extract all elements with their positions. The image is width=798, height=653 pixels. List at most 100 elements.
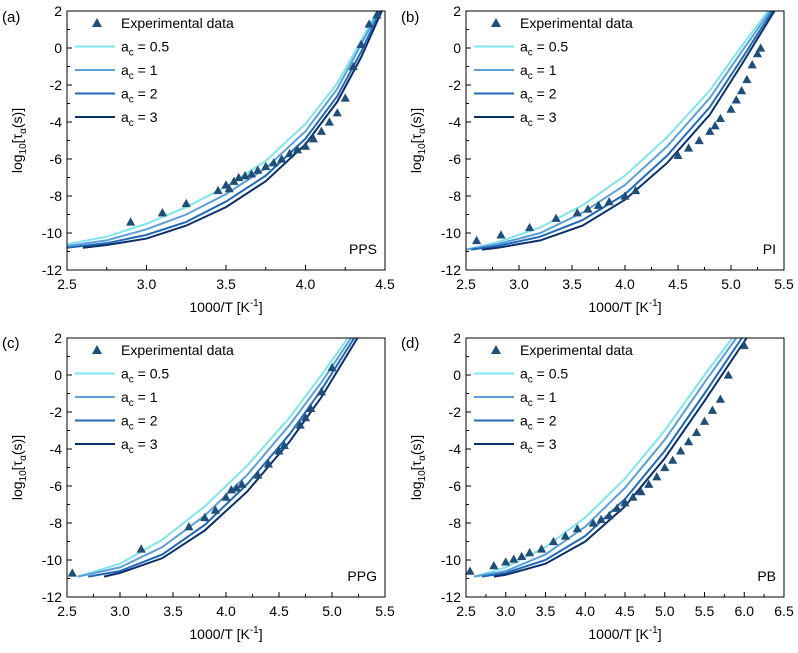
- x-tick-label: 5.5: [774, 276, 794, 292]
- chart-panel: 2.5 3.0 3.5 4.0 4.5 -12 -10 -8 -6 -4 -2 0 2 1000/T [K…: [2, 3, 395, 315]
- data-point: [348, 61, 358, 71]
- legend: Experimental data ac = 0.5 ac = 1 ac = 2 ac …: [75, 15, 234, 129]
- y-tick-label: 0: [453, 40, 461, 56]
- legend-label: ac = 3: [121, 436, 158, 456]
- data-point: [691, 427, 702, 437]
- x-tick-label: 4.0: [296, 276, 316, 292]
- y-tick-label: -2: [50, 404, 63, 420]
- data-point: [184, 522, 194, 531]
- legend-label: ac = 2: [520, 86, 557, 106]
- x-tick-label: 2.5: [57, 276, 77, 292]
- y-tick-label: 2: [453, 3, 461, 19]
- series-line: [67, 11, 380, 247]
- data-point: [707, 405, 718, 414]
- y-tick-label: -6: [50, 151, 63, 167]
- data-point: [723, 370, 733, 379]
- data-point: [472, 235, 482, 245]
- y-tick-label: -4: [50, 441, 63, 457]
- series-line: [82, 11, 383, 249]
- data-point: [588, 518, 598, 527]
- legend-label: ac = 3: [520, 436, 557, 456]
- y-tick-label: -8: [449, 515, 462, 531]
- data-point: [596, 514, 606, 523]
- data-point: [644, 479, 654, 488]
- data-point: [536, 544, 547, 553]
- y-tick-label: -2: [449, 77, 462, 93]
- legend-label: ac = 2: [121, 86, 158, 106]
- data-point: [501, 557, 511, 566]
- data-point: [200, 512, 210, 522]
- legend-marker: [491, 18, 501, 27]
- data-point: [356, 39, 366, 48]
- y-tick-label: -4: [449, 114, 462, 130]
- data-point: [752, 48, 763, 58]
- y-tick-label: 0: [54, 367, 62, 383]
- data-point: [246, 169, 257, 178]
- x-tick-label: 4.0: [615, 276, 635, 292]
- data-point: [274, 446, 284, 455]
- legend-marker: [491, 345, 501, 354]
- y-tick-label: -2: [50, 77, 63, 93]
- legend-label-experimental: Experimental data: [121, 15, 234, 31]
- legend-label: ac = 0.5: [520, 366, 568, 386]
- x-tick-label: 2.5: [456, 276, 476, 292]
- legend-label: ac = 3: [520, 109, 557, 129]
- x-tick-label: 4.5: [375, 276, 395, 292]
- x-tick-label: 5.0: [721, 276, 741, 292]
- data-point: [710, 121, 720, 130]
- y-tick-label: 0: [54, 40, 62, 56]
- series-line: [77, 338, 352, 578]
- x-tick-label: 5.0: [322, 603, 342, 619]
- data-point: [694, 135, 704, 145]
- data-point: [261, 161, 271, 171]
- y-axis-title: log10[τα(s)]: [9, 108, 29, 173]
- data-point: [731, 95, 741, 104]
- y-tick-label: 0: [453, 367, 461, 383]
- data-point: [676, 446, 686, 455]
- data-point: [364, 19, 374, 28]
- x-tick-label: 3.5: [562, 276, 582, 292]
- y-tick-label: -12: [441, 589, 461, 605]
- series-line: [103, 338, 359, 578]
- x-tick-label: 3.5: [536, 603, 556, 619]
- y-tick-label: -4: [50, 114, 63, 130]
- legend-label: ac = 0.5: [121, 39, 169, 59]
- data-point: [224, 184, 234, 193]
- sample-label: PB: [757, 568, 776, 584]
- data-point: [583, 204, 593, 213]
- x-tick-label: 5.0: [655, 603, 675, 619]
- y-tick-label: -10: [441, 225, 461, 241]
- sample-label: PI: [763, 241, 776, 257]
- data-point: [327, 363, 337, 372]
- data-point: [253, 165, 263, 174]
- data-point: [136, 544, 146, 553]
- data-point: [548, 536, 559, 546]
- data-point: [620, 191, 630, 200]
- x-tick-label: 4.0: [576, 603, 596, 619]
- y-tick-label: -10: [42, 552, 62, 568]
- x-tick-label: 2.5: [57, 603, 77, 619]
- y-tick-label: -10: [441, 552, 461, 568]
- y-tick-label: -6: [449, 151, 462, 167]
- x-axis-title: 1000/T [K-1]: [189, 625, 262, 642]
- y-tick-label: -8: [50, 515, 63, 531]
- sample-label: PPG: [347, 568, 377, 584]
- y-tick-label: -2: [449, 404, 462, 420]
- legend-marker: [92, 345, 102, 354]
- panel-label: (b): [401, 9, 419, 26]
- chart-panel: 2.5 3.0 3.5 4.0 4.5 5.0 5.5 6.0 6.5 -12 -10 -8 -6 -4 -…: [401, 330, 794, 642]
- series-line: [473, 338, 738, 578]
- data-point: [285, 148, 295, 158]
- data-point: [300, 412, 311, 422]
- data-point: [684, 143, 694, 152]
- data-point: [509, 554, 519, 563]
- data-point: [308, 134, 319, 143]
- chart-panel: 2.5 3.0 3.5 4.0 4.5 5.0 5.5 -12 -10 -8 -6 -4 -2 0 2 100…: [2, 330, 395, 642]
- data-point: [742, 74, 752, 84]
- x-axis-title: 1000/T [K-1]: [588, 625, 661, 642]
- legend-label: ac = 2: [520, 413, 557, 433]
- legend-label: ac = 1: [520, 62, 557, 82]
- legend-label-experimental: Experimental data: [520, 15, 633, 31]
- series-line: [481, 11, 776, 251]
- x-tick-label: 6.0: [735, 603, 755, 619]
